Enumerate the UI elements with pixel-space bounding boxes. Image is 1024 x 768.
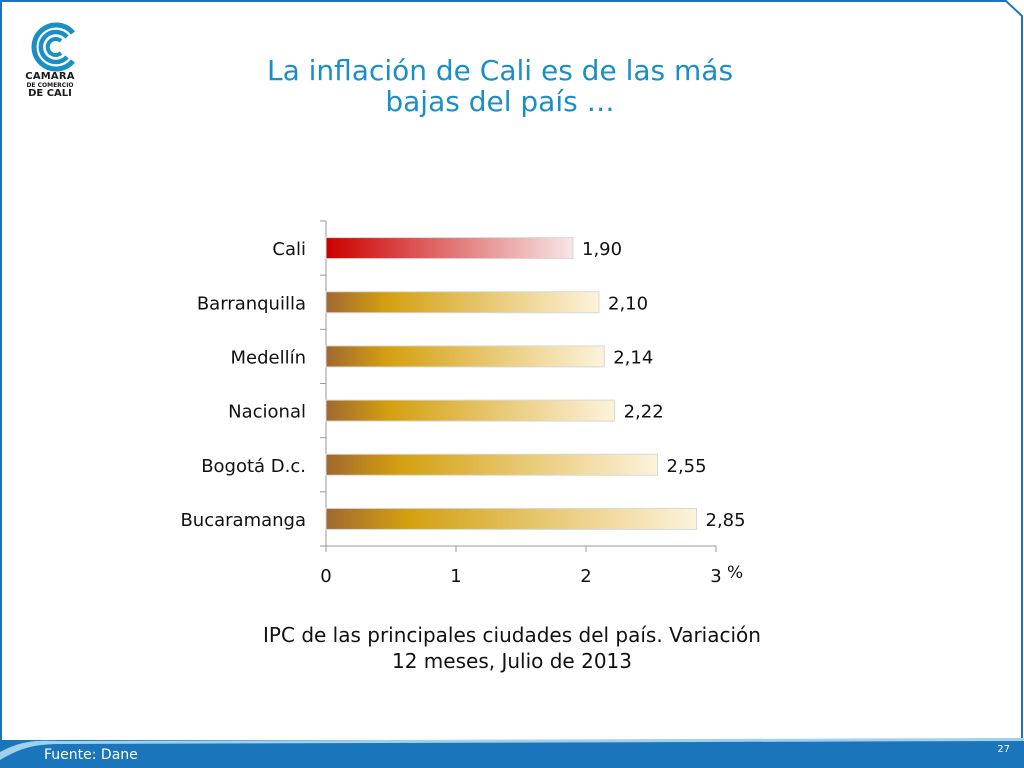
- x-tick-label: 1: [450, 566, 461, 587]
- category-label: Bucaramanga: [180, 510, 306, 531]
- category-label: Cali: [272, 239, 306, 260]
- category-label: Nacional: [228, 402, 306, 423]
- bar-5: [325, 507, 697, 530]
- caption-line-2: 12 meses, Julio de 2013: [392, 649, 632, 673]
- x-tick-label: 3: [710, 566, 721, 587]
- value-label: 2,85: [706, 510, 746, 531]
- bar-2: [325, 345, 605, 368]
- chart-bars: [325, 237, 697, 530]
- value-label: 2,55: [667, 456, 707, 477]
- x-axis-unit: %: [727, 563, 743, 583]
- camara-comercio-logo-icon: [31, 22, 75, 72]
- category-label: Bogotá D.c.: [201, 456, 306, 477]
- page-number: 27: [997, 744, 1010, 755]
- logo-line-1: CAMARA: [25, 71, 75, 82]
- category-label: Barranquilla: [197, 293, 306, 314]
- title-line-1: La inflación de Cali es de las más: [266, 54, 734, 87]
- value-label: 2,10: [608, 293, 648, 314]
- caption-line-1: IPC de las principales ciudades del país…: [263, 623, 761, 647]
- value-label: 2,22: [624, 402, 664, 423]
- logo-line-3: DE CALI: [28, 87, 72, 99]
- title-line-2: bajas del país …: [385, 85, 615, 118]
- bar-1: [325, 291, 600, 314]
- chart-labels: 0 1 2 3 % Cali 1,90 Barranquilla 2,10 Medellín 2,1…: [180, 239, 745, 587]
- bar-4: [325, 453, 658, 476]
- slide-title: La inflación de Cali es de las más bajas…: [200, 55, 800, 117]
- chart-axes: [320, 220, 717, 552]
- source-note: Fuente: Dane: [44, 747, 138, 763]
- bar-0: [325, 237, 574, 260]
- value-label: 2,14: [613, 347, 653, 368]
- chart-caption: IPC de las principales ciudades del país…: [212, 622, 812, 674]
- footer-band: [0, 740, 1024, 768]
- x-tick-label: 0: [320, 566, 331, 587]
- category-label: Medellín: [230, 347, 306, 368]
- value-label: 1,90: [582, 239, 622, 260]
- x-tick-label: 2: [580, 566, 591, 587]
- logo-text: CAMARA DE COMERCIO DE CALI: [14, 71, 86, 99]
- logo-line-2: DE COMERCIO: [26, 81, 74, 89]
- footer-wave: [0, 738, 1024, 760]
- bar-3: [325, 399, 616, 422]
